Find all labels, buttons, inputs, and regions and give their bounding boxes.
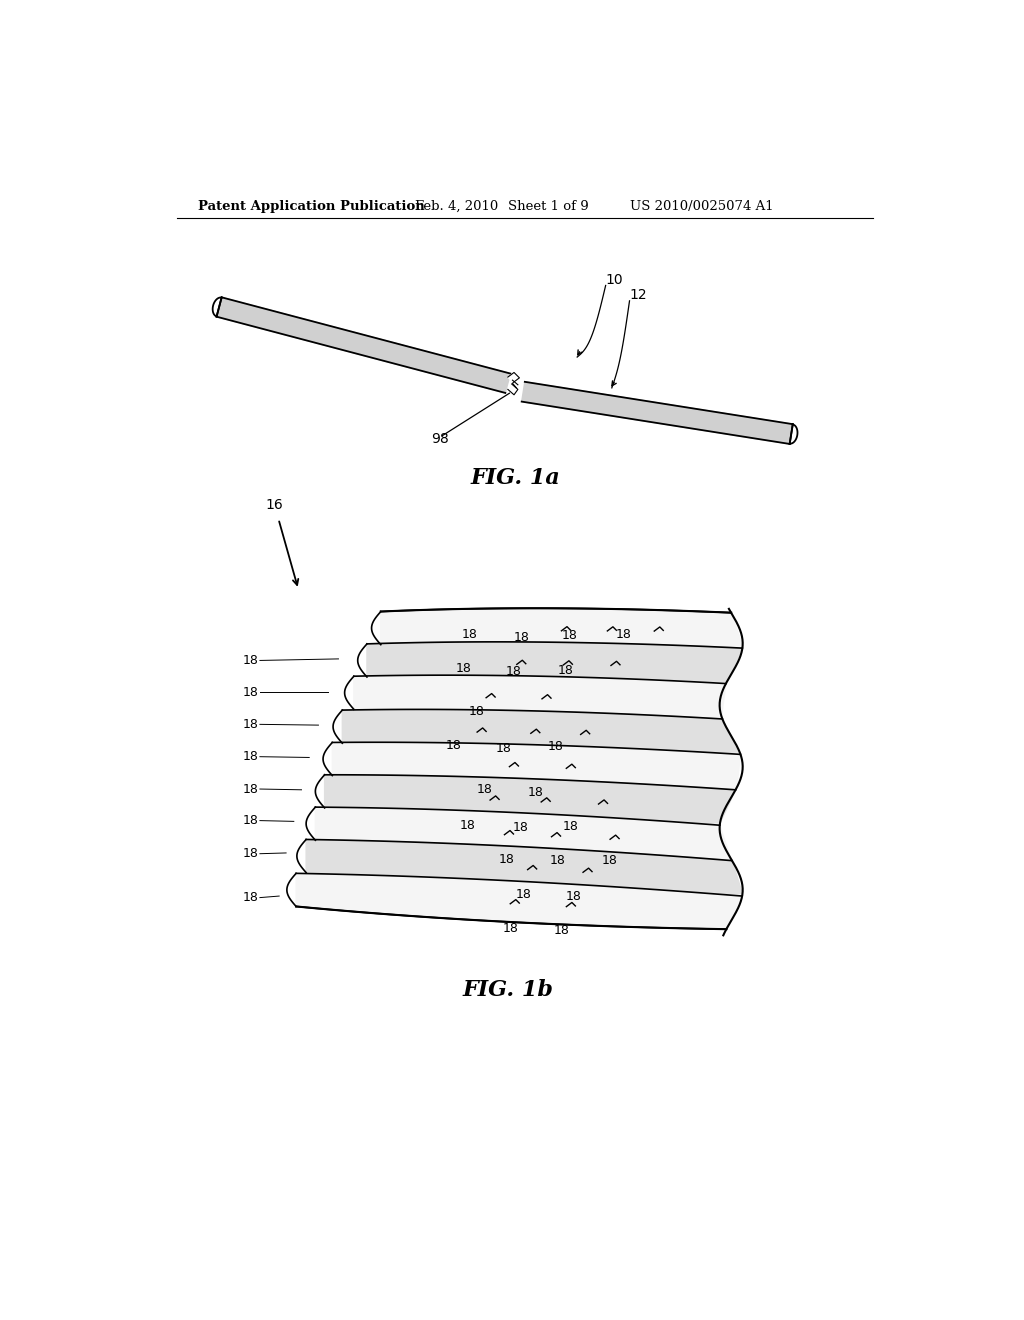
Text: 18: 18: [554, 924, 569, 937]
Text: 18: 18: [446, 739, 462, 751]
Polygon shape: [342, 709, 739, 752]
Text: Patent Application Publication: Patent Application Publication: [199, 199, 425, 213]
Text: 18: 18: [243, 847, 258, 861]
Text: 18: 18: [496, 742, 512, 755]
Polygon shape: [367, 642, 742, 684]
Text: 18: 18: [499, 853, 514, 866]
Text: 18: 18: [469, 705, 485, 718]
Text: 18: 18: [243, 685, 258, 698]
Polygon shape: [381, 609, 742, 649]
Text: 18: 18: [514, 631, 529, 644]
Polygon shape: [333, 742, 740, 788]
Polygon shape: [354, 675, 726, 718]
Text: 18: 18: [243, 653, 258, 667]
Text: 18: 18: [515, 888, 531, 902]
Text: 18: 18: [550, 854, 566, 867]
Text: FIG. 1a: FIG. 1a: [471, 467, 560, 488]
Text: 18: 18: [477, 783, 493, 796]
Text: FIG. 1b: FIG. 1b: [463, 979, 553, 1001]
Polygon shape: [216, 297, 510, 393]
Text: 18: 18: [513, 821, 528, 834]
Polygon shape: [325, 775, 735, 822]
Text: 18: 18: [243, 814, 258, 828]
Text: 18: 18: [527, 785, 544, 799]
Polygon shape: [315, 807, 731, 858]
Polygon shape: [306, 840, 742, 894]
Text: 18: 18: [561, 630, 578, 643]
Text: 18: 18: [503, 921, 519, 935]
Polygon shape: [521, 381, 793, 444]
Text: 18: 18: [462, 628, 477, 640]
Text: Sheet 1 of 9: Sheet 1 of 9: [508, 199, 589, 213]
Text: 18: 18: [456, 663, 471, 676]
Polygon shape: [508, 384, 518, 395]
Text: Feb. 4, 2010: Feb. 4, 2010: [416, 199, 499, 213]
Text: 18: 18: [558, 664, 573, 677]
Text: 18: 18: [506, 665, 522, 677]
Text: 18: 18: [460, 818, 476, 832]
Text: 12: 12: [630, 289, 647, 302]
Text: 16: 16: [265, 498, 283, 512]
Text: 18: 18: [243, 783, 258, 796]
Text: 18: 18: [243, 891, 258, 904]
Text: US 2010/0025074 A1: US 2010/0025074 A1: [630, 199, 773, 213]
Text: 10: 10: [605, 273, 624, 286]
Polygon shape: [508, 372, 519, 383]
Text: 18: 18: [601, 854, 617, 867]
Text: 18: 18: [243, 718, 258, 731]
Text: 18: 18: [565, 890, 582, 903]
Text: 18: 18: [615, 628, 632, 640]
Text: 98: 98: [431, 433, 449, 446]
Text: 18: 18: [548, 741, 563, 754]
Text: 18: 18: [243, 750, 258, 763]
Text: 18: 18: [563, 820, 579, 833]
Polygon shape: [296, 874, 742, 929]
